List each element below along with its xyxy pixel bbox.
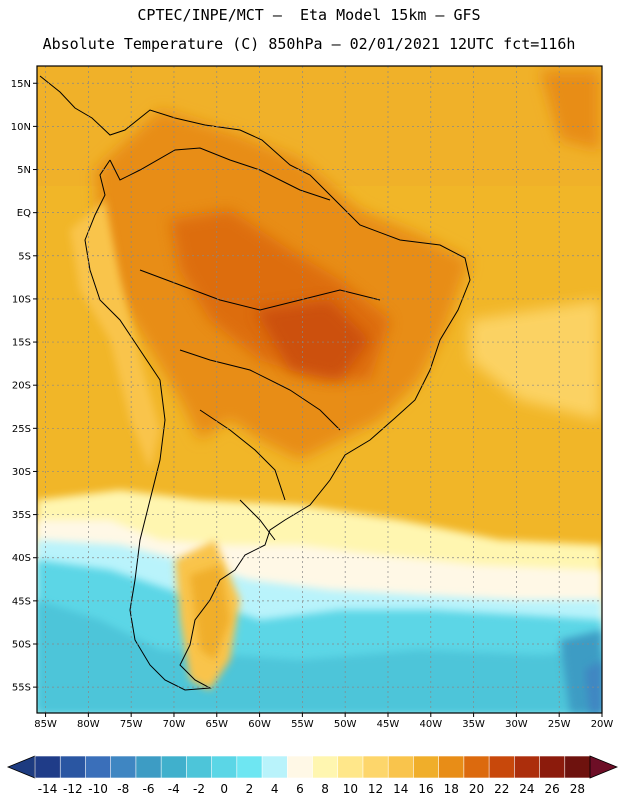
colorbar-swatch [488,755,515,779]
lat-tick-label: 15S [12,338,31,349]
lon-tick-label: 30W [505,719,528,730]
lat-tick-label: 5N [17,165,31,176]
lat-tick-label: 10N [11,122,31,133]
lat-tick-label: 10S [12,294,31,305]
colorbar-swatch [85,755,112,779]
colorbar-tick-label: 20 [469,782,484,796]
lon-tick-label: 85W [34,719,57,730]
colorbar-swatch [564,755,591,779]
colorbar-tick-label: 0 [220,782,228,796]
colorbar-tick-label: -2 [193,782,205,796]
colorbar-swatch [160,755,187,779]
colorbar-swatch [211,755,238,779]
colorbar-tick-label: 2 [246,782,254,796]
colorbar-swatch [362,755,389,779]
colorbar-tick-label: -14 [38,782,58,796]
lat-tick-label: 35S [12,510,31,521]
chart-title-line1: CPTEC/INPE/MCT – Eta Model 15km – GFS [137,6,481,24]
colorbar-tick-label: 26 [545,782,560,796]
lon-tick-label: 55W [291,719,314,730]
lon-tick-label: 40W [419,719,442,730]
colorbar-tick-label: 22 [494,782,509,796]
lon-tick-label: 35W [462,719,485,730]
chart-title-line2: Absolute Temperature (C) 850hPa – 02/01/… [42,35,576,53]
colorbar-tick-label: 6 [296,782,304,796]
colorbar-swatch [186,755,213,779]
lon-tick-label: 70W [163,719,186,730]
lat-tick-label: 40S [12,553,31,564]
lon-tick-label: 25W [548,719,571,730]
colorbar-swatch [539,755,566,779]
lat-tick-label: 30S [12,467,31,478]
coastline-overlay [39,75,471,691]
colorbar-tick-label: 28 [570,782,585,796]
colorbar-swatch [312,755,339,779]
colorbar-tick-label: 12 [368,782,383,796]
colorbar-tick-label: -8 [117,782,129,796]
lon-tick-label: 20W [591,719,614,730]
colorbar-swatch [135,755,162,779]
colorbar-swatch [59,755,87,779]
temperature-field [37,66,602,713]
colorbar-tick-label: -6 [143,782,155,796]
colorbar-swatch [261,755,288,779]
colorbar-tick-label: 4 [271,782,279,796]
lon-tick-label: 75W [120,719,143,730]
lon-tick-label: 50W [334,719,357,730]
colorbar-tick-label: 10 [343,782,358,796]
lon-tick-label: 65W [205,719,228,730]
lat-lon-grid [37,66,603,713]
colorbar-tick-label: -10 [88,782,108,796]
lon-tick-label: 60W [248,719,271,730]
colorbar-swatch [110,755,137,779]
colorbar-high-arrow [589,755,618,779]
colorbar-swatch [337,755,364,779]
longitude-axis: 85W 80W 75W 70W 65W 60W 55W 50W 45W 40W 35W 30W 25W 2… [34,713,613,730]
colorbar-swatch [387,755,415,779]
colorbar-swatch [413,755,440,779]
colorbar-swatch [34,755,61,779]
lon-tick-label: 80W [77,719,100,730]
lat-tick-label: EQ [17,208,31,219]
lat-tick-label: 15N [11,79,31,90]
colorbar-swatch [438,755,465,779]
colorbar-swatch [236,755,263,779]
lat-tick-label: 20S [12,381,31,392]
latitude-axis: 15N 10N 5N EQ 5S 10S 15S 20S 25S 30S 35S 40S 45S 50S 5… [11,79,37,694]
colorbar-swatch [286,755,314,779]
colorbar-tick-label: 8 [321,782,329,796]
lat-tick-label: 5S [18,251,31,262]
colorbar-tick-label: 18 [444,782,459,796]
colorbar-tick-label: -12 [63,782,83,796]
lat-tick-label: 45S [12,596,31,607]
colorbar-swatch [514,755,541,779]
lat-tick-label: 25S [12,424,31,435]
lon-tick-label: 45W [377,719,400,730]
colorbar-low-arrow [6,755,36,779]
map-frame [36,65,603,714]
lat-tick-label: 55S [12,683,31,694]
colorbar-tick-label: -4 [168,782,180,796]
lat-tick-label: 50S [12,639,31,650]
colorbar-tick-label: 14 [393,782,408,796]
colorbar-swatch [463,755,490,779]
colorbar-tick-label: 24 [519,782,534,796]
colorbar-legend: -14 -12 -10 -8 -6 -4 -2 0 2 4 6 8 10 12 14 16 18 20 22 24 26… [6,755,618,796]
colorbar-tick-label: 16 [418,782,433,796]
